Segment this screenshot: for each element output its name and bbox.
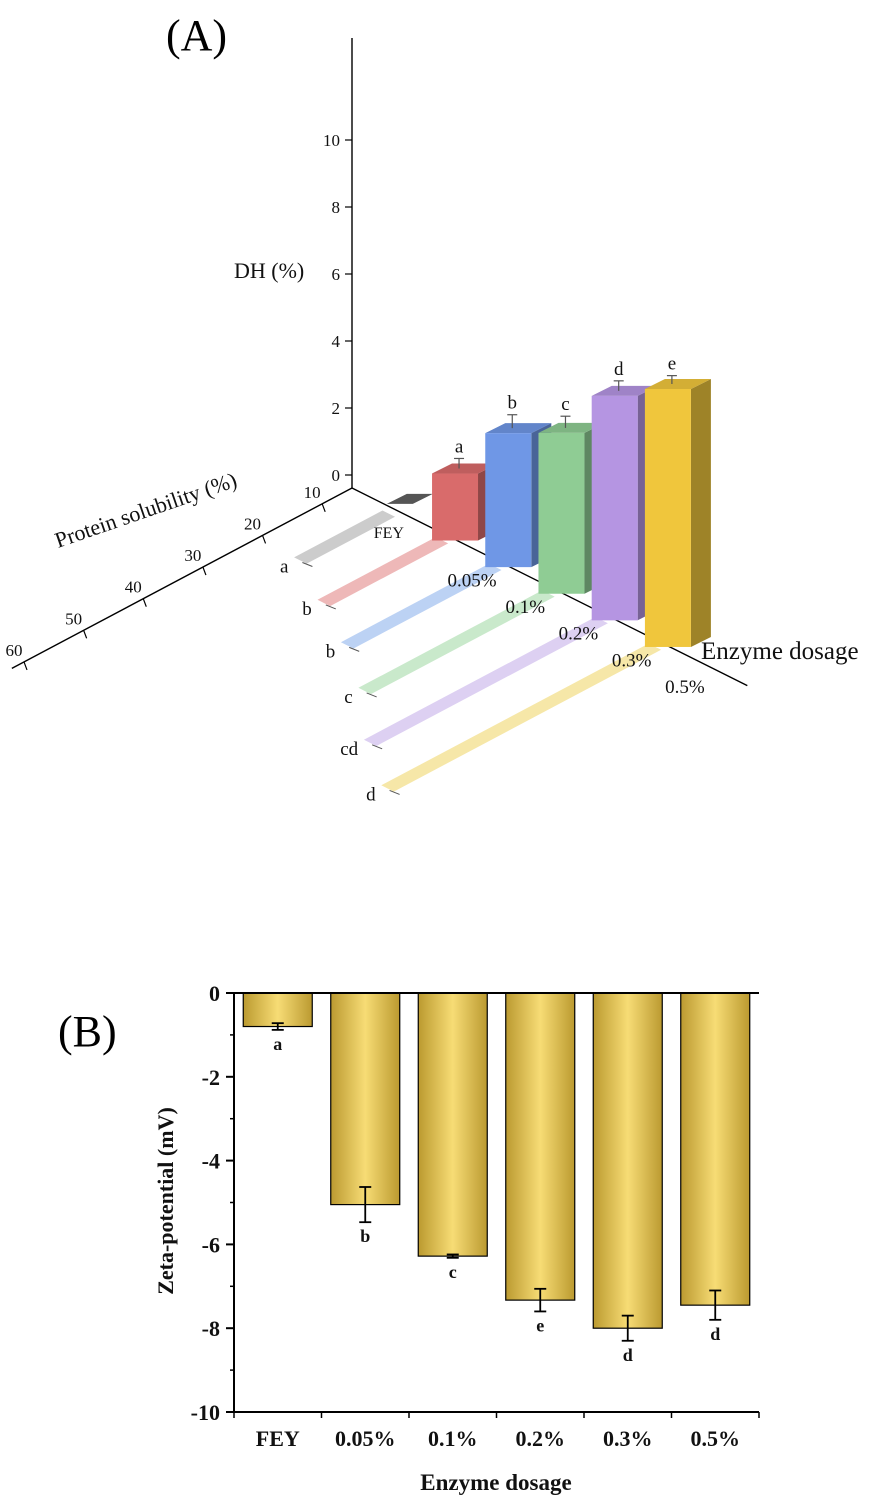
zeta-y-tick-label: -6	[202, 1232, 220, 1257]
solubility-tick-label: 30	[184, 546, 201, 565]
zeta-x-tick-label: 0.5%	[691, 1426, 741, 1451]
solubility-strip-0.5%	[381, 643, 662, 792]
dh-bar-top-0.3pct	[591, 385, 658, 396]
zeta-bar-0.1%	[417, 992, 488, 1257]
dh-bar-0.1pct	[485, 433, 532, 568]
dh-bar-top-0.05pct	[432, 463, 498, 474]
zeta-bar-FEY	[242, 992, 313, 1028]
solubility-error-bar	[349, 646, 360, 652]
solubility-error-bar	[389, 789, 400, 795]
solubility-tick-label: 10	[304, 483, 321, 502]
solubility-strip-0.3%	[363, 617, 608, 746]
panel-b-label: (B)	[58, 1007, 117, 1056]
dosage-tick-label: 0.2%	[559, 624, 599, 645]
solubility-tick-label: 20	[244, 514, 261, 533]
solubility-strip-0.1%	[340, 563, 502, 649]
solubility-letter: d	[366, 784, 376, 805]
dh-bar-0.3pct	[591, 395, 638, 621]
zeta-bar-0.3%	[592, 992, 663, 1329]
dh-bars: a b c d e	[386, 354, 711, 647]
dh-tick-label: 0	[332, 466, 341, 485]
zeta-bars: a b c e d d	[242, 992, 751, 1365]
dh-bar-top-0.5pct	[644, 379, 711, 389]
zeta-letter: b	[360, 1226, 370, 1246]
solubility-letter: c	[344, 687, 352, 708]
panel-b-zeta-chart: (B) a b c e d d FEY 0.05% 0.1% 0.2% 0.3% 0.5% 0 -2 -4…	[58, 981, 760, 1495]
solubility-strip-0.2%	[358, 590, 555, 695]
zeta-y-axis-title: Zeta-potential (mV)	[153, 1107, 178, 1295]
dh-bar-top-0.2pct	[538, 422, 605, 433]
zeta-letter: d	[623, 1345, 633, 1365]
dh-letter: e	[668, 354, 676, 375]
dh-letter: b	[508, 393, 518, 414]
solubility-error-bar	[366, 692, 377, 698]
dosage-tick-label: 0.1%	[505, 597, 545, 618]
dh-tick-label: 10	[323, 131, 340, 150]
solubility-strip-0.05%	[317, 537, 449, 607]
solubility-tick	[321, 503, 326, 513]
dh-bar-0.05pct	[432, 473, 479, 541]
solubility-letter: b	[302, 599, 312, 620]
solubility-tick	[142, 598, 147, 607]
solubility-tick	[83, 630, 88, 639]
zeta-bar-0.5%	[680, 992, 751, 1306]
zeta-letter: a	[273, 1034, 282, 1054]
zeta-x-tick-label: 0.1%	[428, 1426, 478, 1451]
solubility-strip-FEY	[294, 510, 395, 564]
dh-axis-title: DH (%)	[234, 258, 304, 283]
solubility-error-bar	[302, 562, 313, 567]
solubility-tick-label: 60	[6, 641, 23, 660]
zeta-y-tick-label: -8	[202, 1316, 220, 1341]
zeta-y-tick-label: -2	[202, 1065, 220, 1090]
dh-tick-label: 2	[332, 399, 341, 418]
dh-letter: d	[614, 359, 624, 380]
dh-tick-label: 6	[332, 265, 341, 284]
solubility-tick-label: 40	[125, 578, 142, 597]
dh-tick-label: 4	[332, 332, 341, 351]
panel-a-label: (A)	[166, 11, 227, 60]
panel-a-x-axis-title: Enzyme dosage	[701, 638, 859, 665]
dh-bar-0.5pct	[644, 389, 691, 647]
solubility-error-bar	[325, 604, 336, 610]
dosage-tick-label: 0.5%	[665, 677, 705, 698]
dh-letter: c	[561, 394, 569, 415]
dh-bar-top-0.1pct	[485, 423, 552, 434]
zeta-x-tick-label: FEY	[256, 1426, 300, 1451]
zeta-x-axis-title: Enzyme dosage	[420, 1470, 571, 1495]
dh-bar-FEY	[386, 493, 433, 504]
solubility-tick	[202, 566, 207, 576]
zeta-letter: c	[449, 1262, 457, 1282]
solubility-letter: cd	[340, 739, 358, 760]
solubility-axis-line	[11, 487, 353, 669]
zeta-bar-0.05%	[330, 992, 401, 1206]
zeta-y-tick-label: -4	[202, 1149, 220, 1174]
dh-letter: a	[455, 436, 464, 457]
zeta-x-tick-label: 0.2%	[516, 1426, 566, 1451]
zeta-letter: e	[536, 1315, 544, 1335]
dh-tick-label: 8	[332, 198, 341, 217]
zeta-y-tick-label: 0	[209, 981, 220, 1006]
zeta-x-tick-label: 0.05%	[335, 1426, 396, 1451]
solubility-error-bar	[371, 744, 383, 750]
solubility-letter: b	[326, 641, 336, 662]
panel-b-axes: FEY 0.05% 0.1% 0.2% 0.3% 0.5% 0 -2 -4 -6 -8 -10	[191, 981, 760, 1451]
solubility-tick	[23, 661, 28, 671]
solubility-letter: a	[280, 557, 289, 578]
solubility-tick-label: 50	[65, 609, 82, 628]
solubility-axis-title: Protein solubility (%)	[51, 467, 239, 553]
dosage-tick-label: 0.05%	[448, 571, 497, 592]
zeta-y-tick-label: -10	[191, 1400, 220, 1425]
solubility-tick	[261, 535, 267, 544]
dh-bar-side-0.5pct	[690, 379, 711, 647]
dosage-tick-label: 0.3%	[612, 650, 652, 671]
zeta-x-tick-label: 0.3%	[603, 1426, 653, 1451]
zeta-bar-0.2%	[505, 992, 576, 1301]
dosage-tick-label: FEY	[374, 525, 405, 542]
dh-bar-0.2pct	[538, 432, 585, 594]
zeta-letter: d	[710, 1324, 720, 1344]
